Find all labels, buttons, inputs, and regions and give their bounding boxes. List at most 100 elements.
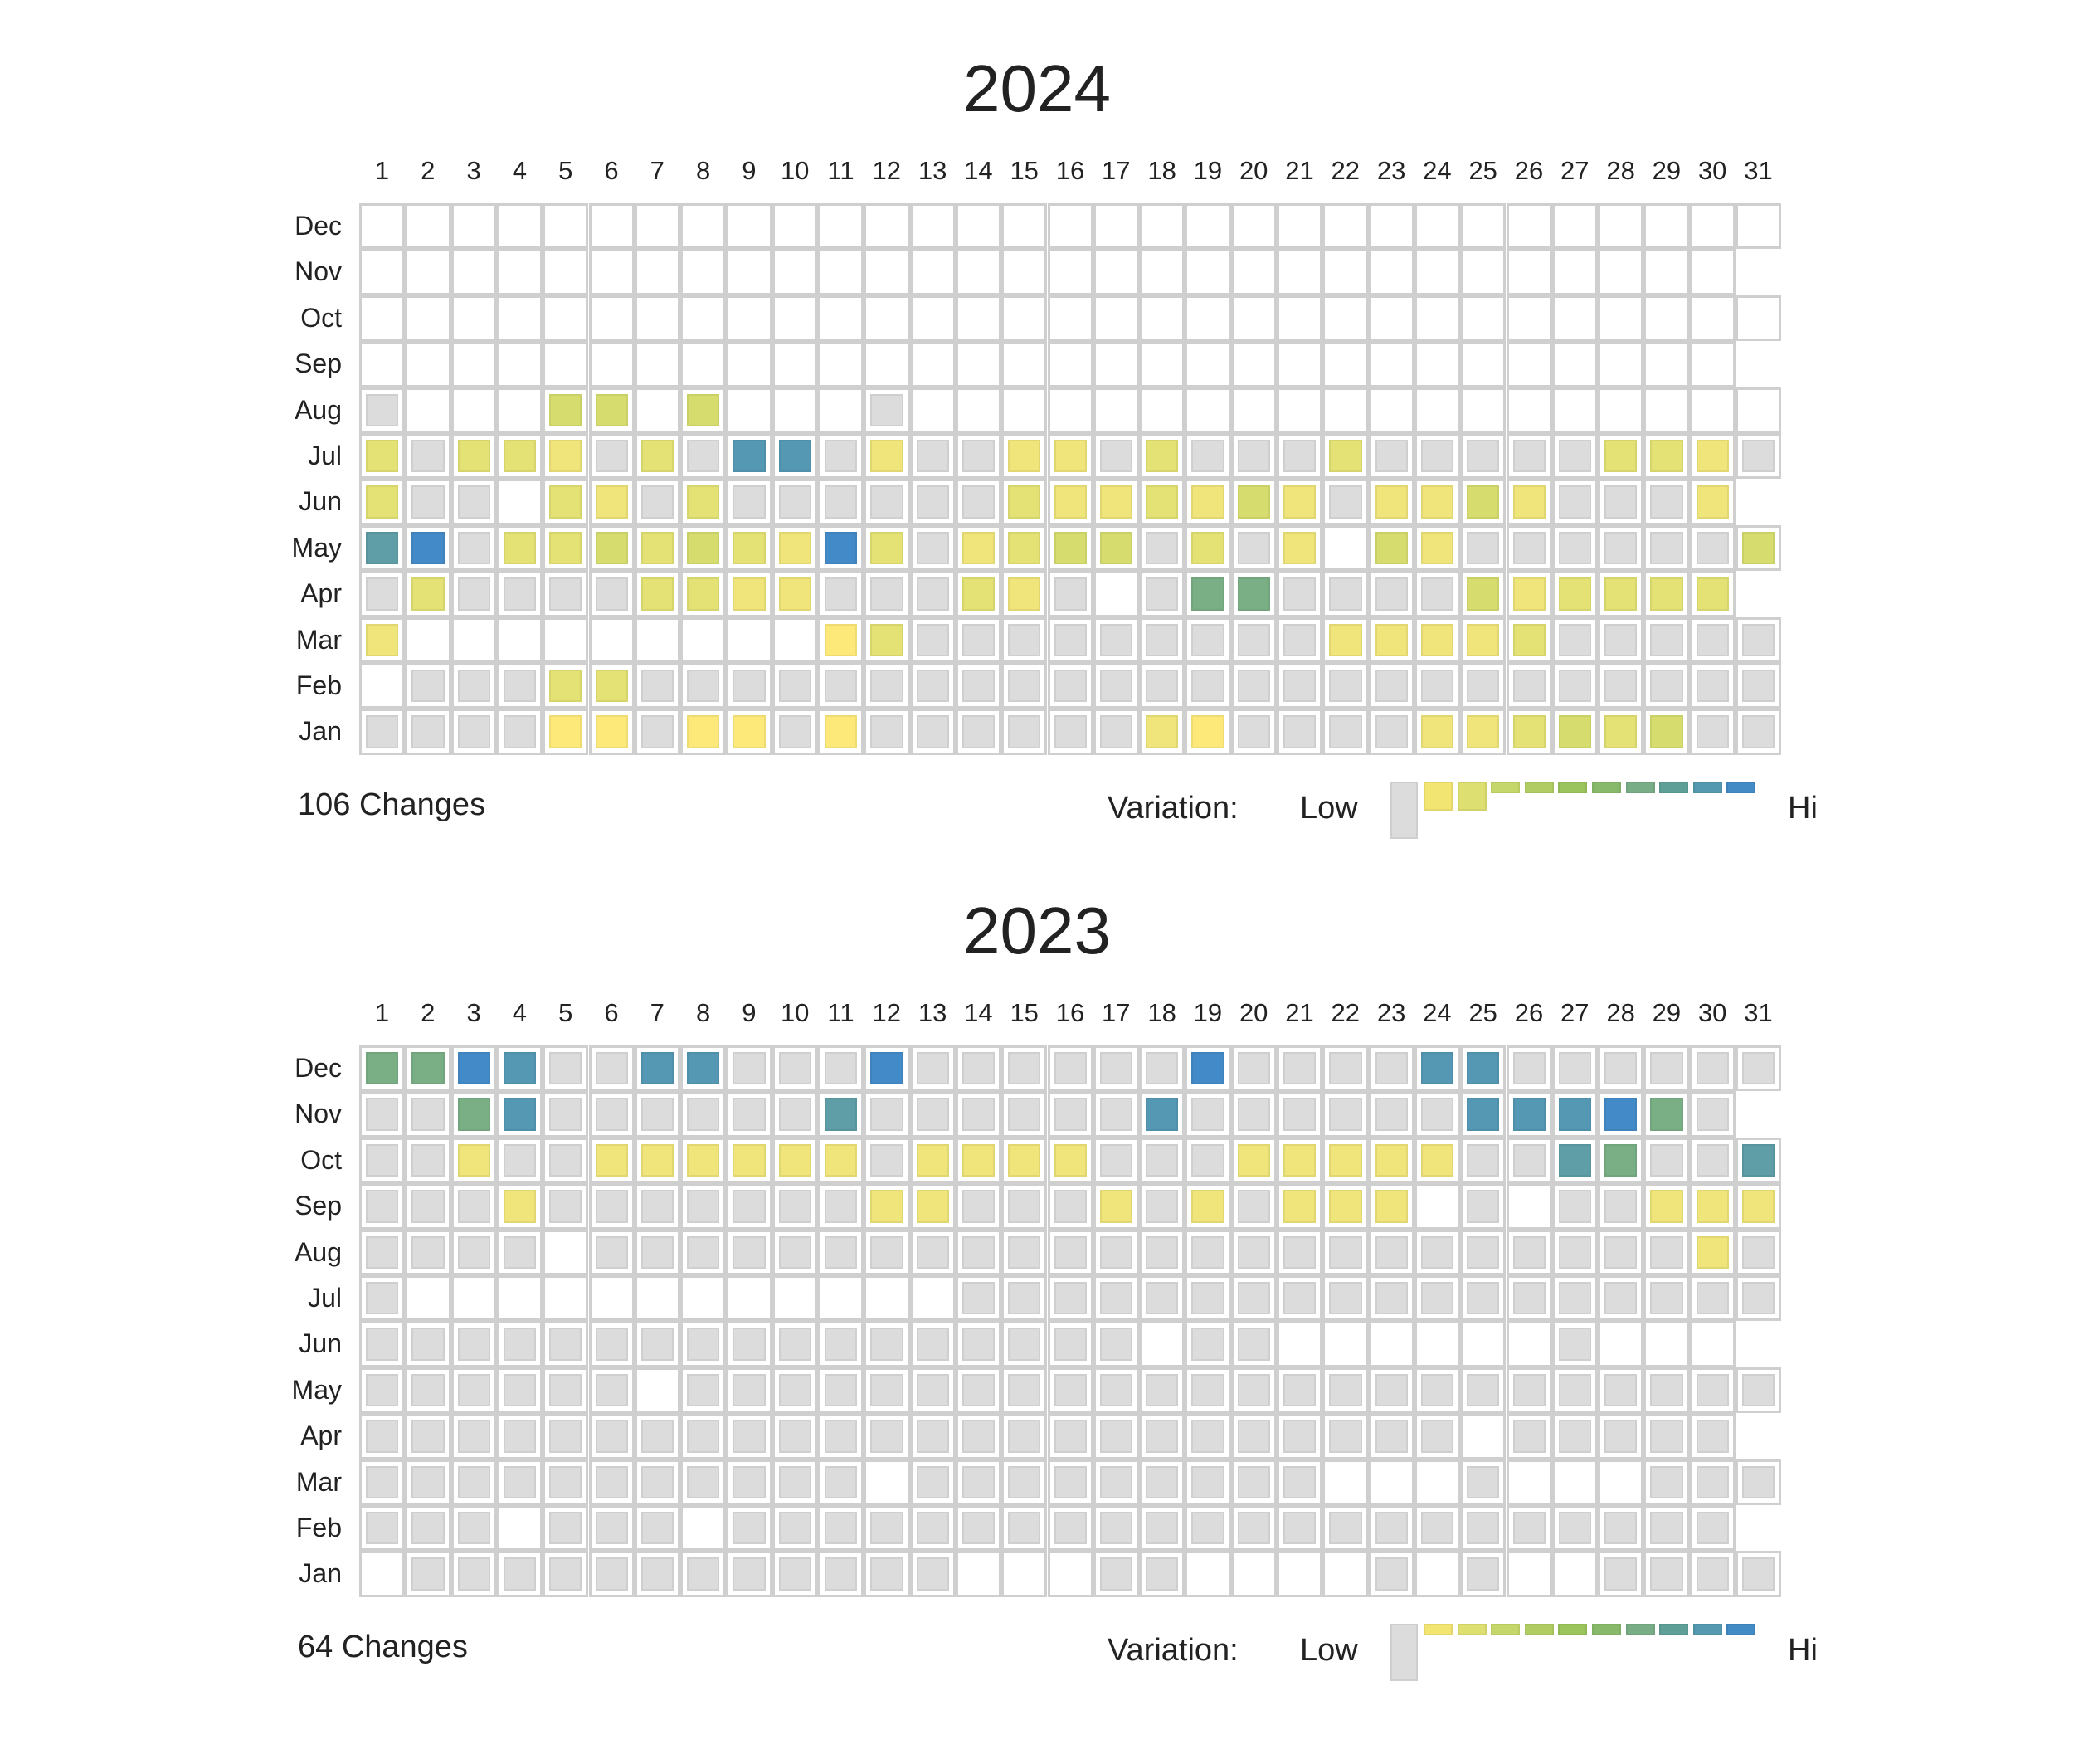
day-cell[interactable] <box>1414 571 1461 617</box>
day-cell[interactable] <box>1230 1505 1277 1552</box>
day-cell[interactable] <box>726 1413 772 1459</box>
day-cell[interactable] <box>726 295 772 342</box>
day-cell[interactable] <box>680 1183 727 1230</box>
day-cell[interactable] <box>680 203 727 250</box>
day-cell[interactable] <box>1551 1459 1599 1505</box>
day-cell[interactable] <box>1506 1183 1552 1230</box>
day-cell[interactable] <box>1047 387 1093 433</box>
day-cell[interactable] <box>450 1137 497 1184</box>
day-cell[interactable] <box>1093 1321 1140 1367</box>
day-cell[interactable] <box>543 1229 589 1275</box>
day-cell[interactable] <box>1736 1551 1782 1597</box>
day-cell[interactable] <box>1689 433 1736 480</box>
day-cell[interactable] <box>909 479 956 525</box>
day-cell[interactable] <box>1598 295 1644 342</box>
day-cell[interactable] <box>909 1229 956 1275</box>
day-cell[interactable] <box>1598 479 1644 525</box>
day-cell[interactable] <box>772 387 818 433</box>
day-cell[interactable] <box>359 295 406 342</box>
day-cell[interactable] <box>1551 479 1599 525</box>
day-cell[interactable] <box>543 341 589 387</box>
day-cell[interactable] <box>1322 1183 1369 1230</box>
day-cell[interactable] <box>864 1367 910 1414</box>
day-cell[interactable] <box>1598 203 1644 250</box>
day-cell[interactable] <box>1506 479 1552 525</box>
day-cell[interactable] <box>1506 1275 1552 1322</box>
day-cell[interactable] <box>909 341 956 387</box>
day-cell[interactable] <box>1460 249 1507 295</box>
day-cell[interactable] <box>909 1459 956 1505</box>
day-cell[interactable] <box>1322 433 1369 480</box>
day-cell[interactable] <box>359 571 406 617</box>
day-cell[interactable] <box>1093 341 1140 387</box>
day-cell[interactable] <box>726 1045 772 1092</box>
day-cell[interactable] <box>726 1505 772 1552</box>
day-cell[interactable] <box>1139 341 1185 387</box>
day-cell[interactable] <box>405 1183 451 1230</box>
day-cell[interactable] <box>1460 1045 1507 1092</box>
day-cell[interactable] <box>496 616 543 663</box>
day-cell[interactable] <box>359 616 406 663</box>
day-cell[interactable] <box>818 341 864 387</box>
day-cell[interactable] <box>1460 479 1507 525</box>
day-cell[interactable] <box>1551 663 1599 709</box>
day-cell[interactable] <box>955 203 1002 250</box>
day-cell[interactable] <box>1736 1229 1782 1275</box>
day-cell[interactable] <box>634 433 681 480</box>
day-cell[interactable] <box>1368 1505 1414 1552</box>
day-cell[interactable] <box>588 1229 635 1275</box>
day-cell[interactable] <box>1047 1367 1093 1414</box>
day-cell[interactable] <box>1506 571 1552 617</box>
day-cell[interactable] <box>1322 1045 1369 1092</box>
day-cell[interactable] <box>1185 709 1231 755</box>
day-cell[interactable] <box>1185 479 1231 525</box>
day-cell[interactable] <box>1047 1413 1093 1459</box>
day-cell[interactable] <box>1506 249 1552 295</box>
day-cell[interactable] <box>588 1183 635 1230</box>
day-cell[interactable] <box>955 1321 1002 1367</box>
day-cell[interactable] <box>909 203 956 250</box>
day-cell[interactable] <box>1414 1505 1461 1552</box>
day-cell[interactable] <box>772 1229 818 1275</box>
day-cell[interactable] <box>405 1367 451 1414</box>
day-cell[interactable] <box>680 1091 727 1138</box>
day-cell[interactable] <box>1185 1551 1231 1597</box>
day-cell[interactable] <box>1277 1551 1323 1597</box>
day-cell[interactable] <box>1047 1183 1093 1230</box>
day-cell[interactable] <box>726 663 772 709</box>
day-cell[interactable] <box>1001 1505 1048 1552</box>
day-cell[interactable] <box>955 1413 1002 1459</box>
day-cell[interactable] <box>1093 709 1140 755</box>
day-cell[interactable] <box>634 341 681 387</box>
day-cell[interactable] <box>726 524 772 572</box>
day-cell[interactable] <box>1551 1413 1599 1459</box>
day-cell[interactable] <box>1689 524 1736 572</box>
day-cell[interactable] <box>405 1459 451 1505</box>
day-cell[interactable] <box>909 709 956 755</box>
day-cell[interactable] <box>1598 524 1644 572</box>
day-cell[interactable] <box>955 387 1002 433</box>
day-cell[interactable] <box>405 249 451 295</box>
day-cell[interactable] <box>1643 616 1690 663</box>
day-cell[interactable] <box>772 571 818 617</box>
day-cell[interactable] <box>726 433 772 480</box>
day-cell[interactable] <box>1230 1321 1277 1367</box>
day-cell[interactable] <box>680 295 727 342</box>
day-cell[interactable] <box>496 1275 543 1322</box>
day-cell[interactable] <box>1689 1229 1736 1275</box>
day-cell[interactable] <box>1689 1183 1736 1230</box>
day-cell[interactable] <box>1598 1459 1644 1505</box>
day-cell[interactable] <box>1598 1045 1644 1092</box>
day-cell[interactable] <box>450 1321 497 1367</box>
day-cell[interactable] <box>1506 616 1552 663</box>
day-cell[interactable] <box>1414 1413 1461 1459</box>
day-cell[interactable] <box>588 387 635 433</box>
day-cell[interactable] <box>1277 1459 1323 1505</box>
day-cell[interactable] <box>1551 1505 1599 1552</box>
day-cell[interactable] <box>1277 295 1323 342</box>
day-cell[interactable] <box>680 1413 727 1459</box>
day-cell[interactable] <box>1368 524 1414 572</box>
day-cell[interactable] <box>1185 1229 1231 1275</box>
day-cell[interactable] <box>1551 709 1599 755</box>
day-cell[interactable] <box>588 1459 635 1505</box>
